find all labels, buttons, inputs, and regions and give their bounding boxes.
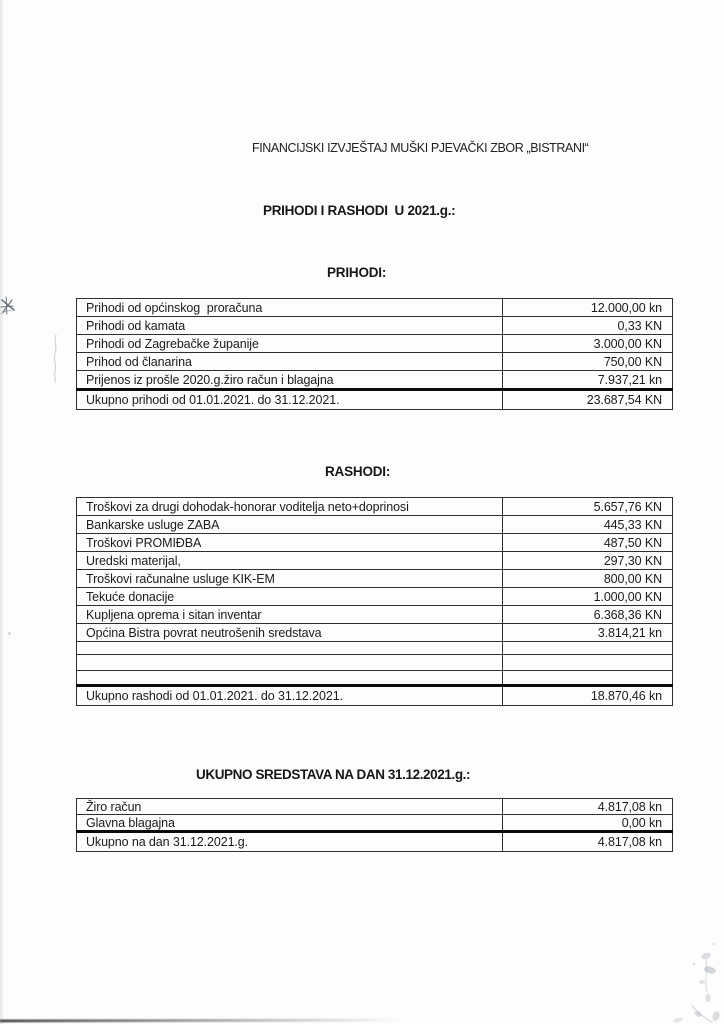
row-label: Prijenos iz prošle 2020.g.žiro račun i b…	[76, 370, 503, 390]
prihodi-table: Prihodi od općinskog proračuna 12.000,00…	[76, 298, 673, 410]
row-label: Troškovi za drugi dohodak-honorar vodite…	[76, 497, 503, 516]
total-label: Ukupno na dan 31.12.2021.g.	[76, 830, 503, 852]
empty-table-row	[76, 654, 673, 671]
scan-edge-shading	[0, 0, 4, 1024]
rashodi-table: Troškovi za drugi dohodak-honorar vodite…	[76, 497, 673, 706]
row-label: Bankarske usluge ZABA	[76, 515, 503, 534]
row-value	[502, 641, 673, 655]
row-label: Općina Bistra povrat neutrošenih sredsta…	[76, 623, 503, 642]
row-label: Prihodi od kamata	[76, 316, 503, 335]
scan-artifact-squiggle	[53, 334, 57, 383]
table-row: Uredski materijal, 297,30 KN	[76, 551, 673, 570]
table-row: Prihodi od općinskog proračuna 12.000,00…	[76, 298, 673, 317]
total-value: 4.817,08 kn	[502, 830, 673, 852]
row-value: 4.817,08 kn	[502, 798, 673, 815]
document-title: FINANCIJSKI IZVJEŠTAJ MUŠKI PJEVAČKI ZBO…	[252, 141, 589, 155]
row-value: 0,33 KN	[502, 316, 673, 335]
total-value: 18.870,46 kn	[502, 684, 673, 706]
row-label: Prihodi od Zagrebačke županije	[76, 334, 503, 353]
scan-artifact-speck	[8, 632, 11, 635]
section-heading-rashodi: RASHODI:	[325, 464, 391, 479]
row-value: 445,33 KN	[502, 515, 673, 534]
total-row: Ukupno rashodi od 01.01.2021. do 31.12.2…	[76, 684, 673, 706]
row-label: Troškovi računalne usluge KIK-EM	[76, 569, 503, 588]
row-value: 1.000,00 KN	[502, 587, 673, 606]
table-row: Troškovi za drugi dohodak-honorar vodite…	[76, 497, 673, 516]
row-label: Tekuće donacije	[76, 587, 503, 606]
table-row: Troškovi računalne usluge KIK-EM 800,00 …	[76, 569, 673, 588]
section-heading-prihodi: PRIHODI:	[327, 265, 387, 280]
row-label: Glavna blagajna	[76, 814, 503, 832]
table-row: Prihodi od Zagrebačke županije 3.000,00 …	[76, 334, 673, 353]
row-value: 6.368,36 KN	[502, 605, 673, 624]
row-value: 5.657,76 KN	[502, 497, 673, 516]
row-value: 750,00 KN	[502, 352, 673, 371]
row-label: Troškovi PROMIĐBA	[76, 533, 503, 552]
total-row: Ukupno na dan 31.12.2021.g. 4.817,08 kn	[76, 830, 673, 852]
table-row: Troškovi PROMIĐBA 487,50 KN	[76, 533, 673, 552]
scan-artifact-ink-mark	[0, 296, 15, 315]
row-value: 297,30 KN	[502, 551, 673, 570]
table-row: Prihodi od kamata 0,33 KN	[76, 316, 673, 335]
table-row: Tekuće donacije 1.000,00 KN	[76, 587, 673, 606]
row-value: 0,00 kn	[502, 814, 673, 832]
total-value: 23.687,54 KN	[502, 388, 673, 410]
table-row: Glavna blagajna 0,00 kn	[76, 814, 673, 832]
row-value	[502, 670, 673, 686]
row-value: 7.937,21 kn	[502, 370, 673, 390]
scan-artifact-bottom-edge-line	[0, 1018, 403, 1023]
table-row: Bankarske usluge ZABA 445,33 KN	[76, 515, 673, 534]
total-row: Ukupno prihodi od 01.01.2021. do 31.12.2…	[76, 388, 673, 410]
table-row: Prihod od članarina 750,00 KN	[76, 352, 673, 371]
row-label	[76, 654, 503, 671]
row-label: Kupljena oprema i sitan inventar	[76, 605, 503, 624]
report-period-heading: PRIHODI I RASHODI U 2021.g.:	[263, 203, 456, 218]
row-label: Prihod od članarina	[76, 352, 503, 371]
table-row: Kupljena oprema i sitan inventar 6.368,3…	[76, 605, 673, 624]
total-label: Ukupno prihodi od 01.01.2021. do 31.12.2…	[76, 388, 503, 410]
table-row: Općina Bistra povrat neutrošenih sredsta…	[76, 623, 673, 642]
row-value: 800,00 KN	[502, 569, 673, 588]
row-value	[502, 654, 673, 671]
empty-table-row	[76, 670, 673, 686]
empty-table-row	[76, 641, 673, 655]
row-value: 487,50 KN	[502, 533, 673, 552]
row-value: 3.814,21 kn	[502, 623, 673, 642]
table-row: Žiro račun 4.817,08 kn	[76, 798, 673, 815]
row-label	[76, 670, 503, 686]
total-label: Ukupno rashodi od 01.01.2021. do 31.12.2…	[76, 684, 503, 706]
ukupno-sredstava-table: Žiro račun 4.817,08 kn Glavna blagajna 0…	[76, 798, 673, 852]
scan-artifact-smudge-cluster	[673, 942, 720, 1023]
row-value: 3.000,00 KN	[502, 334, 673, 353]
row-label: Uredski materijal,	[76, 551, 503, 570]
row-label: Žiro račun	[76, 798, 503, 815]
table-row: Prijenos iz prošle 2020.g.žiro račun i b…	[76, 370, 673, 390]
row-label: Prihodi od općinskog proračuna	[76, 298, 503, 317]
row-label	[76, 641, 503, 655]
row-value: 12.000,00 kn	[502, 298, 673, 317]
section-heading-ukupno-sredstava: UKUPNO SREDSTAVA NA DAN 31.12.2021.g.:	[196, 767, 471, 782]
